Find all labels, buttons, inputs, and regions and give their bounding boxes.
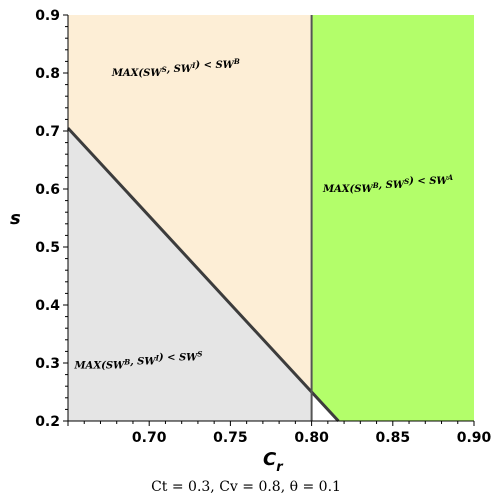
y-tick-label: 0.3 [35, 356, 60, 372]
region-label-a: MAX(SWB, SWS) < SWA [322, 173, 454, 195]
region-b [68, 15, 312, 392]
y-axis-title: s [10, 208, 21, 229]
y-tick-label: 0.5 [35, 240, 60, 256]
caption: Ct = 0.3, Cv = 0.8, θ = 0.1 [151, 479, 341, 495]
x-tick-label: 0.75 [213, 430, 248, 446]
y-tick-label: 0.6 [35, 182, 60, 198]
y-tick-label: 0.7 [35, 124, 60, 140]
diagonal-boundary-line [66, 127, 340, 423]
region-a [311, 15, 474, 421]
region-label-s: MAX(SWB, SWI) < SWS [73, 349, 202, 371]
x-tick-label: 0.70 [132, 430, 167, 446]
region-s [68, 128, 312, 421]
x-axis-title: Cr [263, 449, 284, 475]
x-tick-label: 0.80 [294, 430, 329, 446]
y-tick-label: 0.4 [35, 298, 60, 314]
y-tick-label: 0.2 [35, 414, 60, 430]
x-tick-label: 0.85 [376, 430, 411, 446]
y-tick-label: 0.9 [35, 8, 60, 24]
y-tick-label: 0.8 [35, 66, 60, 82]
x-tick-label: 0.90 [457, 430, 492, 446]
region-label-b: MAX(SWS, SWI) < SWB [111, 57, 240, 79]
